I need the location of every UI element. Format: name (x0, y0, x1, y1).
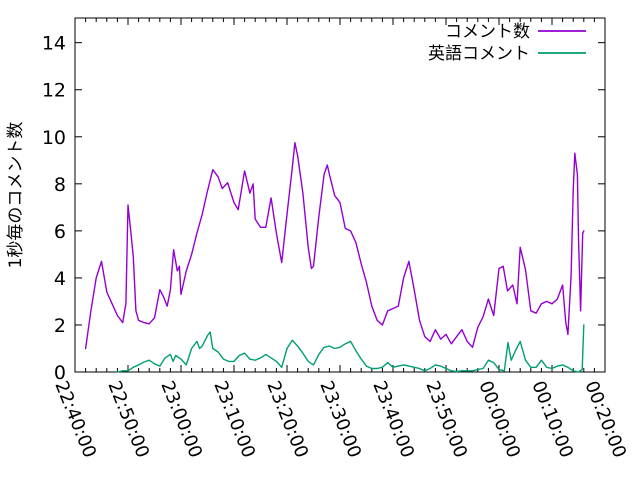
y-axis-tick-label: 6 (54, 221, 66, 243)
x-axis-tick-label: 22:50:00 (103, 378, 153, 461)
x-axis-tick-labels: 22:40:00 22:50:00 23:00:00 23:10:00 23:20:00… (50, 378, 630, 461)
x-axis-tick-label: 23:40:00 (368, 378, 418, 461)
y-axis-tick-label: 0 (54, 362, 66, 384)
x-axis-ticks (74, 18, 606, 372)
x-axis-tick-label: 00:20:00 (580, 378, 630, 461)
x-axis-tick-label: 23:10:00 (209, 378, 259, 461)
y-axis-title: 1秒毎のコメント数 (6, 122, 26, 269)
x-axis-tick-label: 23:00:00 (156, 378, 206, 461)
y-axis-tick-label: 12 (42, 80, 66, 102)
legend: コメント数 英語コメント (428, 22, 586, 64)
y-axis-tick-label: 4 (54, 268, 66, 290)
y-axis-tick-label: 2 (54, 315, 66, 337)
legend-label-english: 英語コメント (428, 44, 530, 64)
x-axis-tick-label: 23:30:00 (315, 378, 365, 461)
y-axis-tick-label: 8 (54, 174, 66, 196)
y-axis-tick-label: 14 (42, 33, 66, 55)
x-axis-tick-label: 00:10:00 (527, 378, 577, 461)
series-lines (84, 141, 585, 373)
y-axis-tick-label: 10 (42, 127, 66, 149)
x-axis-tick-label: 23:50:00 (421, 378, 471, 461)
x-axis-tick-label: 00:00:00 (474, 378, 524, 461)
series-line-english (116, 324, 585, 373)
y-axis-ticks (75, 42, 605, 373)
series-line-comments (84, 141, 585, 350)
legend-label-comments: コメント数 (445, 22, 530, 42)
x-axis-tick-label: 22:40:00 (50, 378, 100, 461)
x-axis-tick-label: 23:20:00 (262, 378, 312, 461)
y-axis-tick-labels: 0 2 4 6 8 10 12 14 (42, 33, 66, 384)
